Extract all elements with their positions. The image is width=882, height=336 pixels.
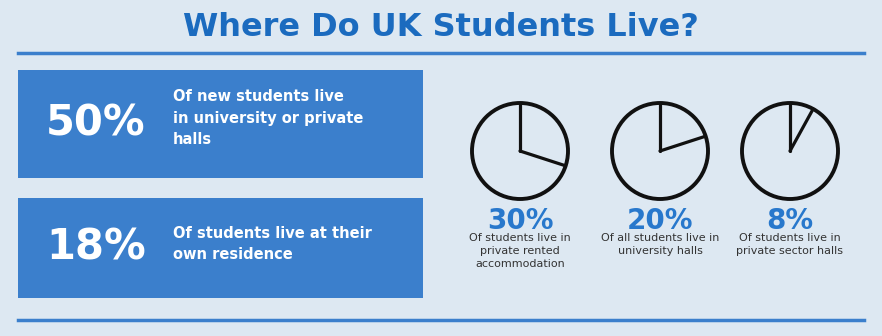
Text: 8%: 8% xyxy=(766,207,813,235)
Text: Of students live at their
own residence: Of students live at their own residence xyxy=(173,226,372,262)
Text: Where Do UK Students Live?: Where Do UK Students Live? xyxy=(183,12,699,43)
Circle shape xyxy=(612,103,708,199)
Text: 20%: 20% xyxy=(627,207,693,235)
Circle shape xyxy=(472,103,568,199)
Text: Of new students live
in university or private
halls: Of new students live in university or pr… xyxy=(173,89,363,147)
FancyBboxPatch shape xyxy=(18,70,423,178)
Text: Of students live in
private rented
accommodation: Of students live in private rented accom… xyxy=(469,233,571,269)
Circle shape xyxy=(742,103,838,199)
Text: 30%: 30% xyxy=(487,207,553,235)
Text: Of students live in
private sector halls: Of students live in private sector halls xyxy=(736,233,843,256)
Text: 50%: 50% xyxy=(46,103,146,145)
Text: Of all students live in
university halls: Of all students live in university halls xyxy=(601,233,719,256)
Text: 18%: 18% xyxy=(46,227,146,269)
FancyBboxPatch shape xyxy=(18,198,423,298)
